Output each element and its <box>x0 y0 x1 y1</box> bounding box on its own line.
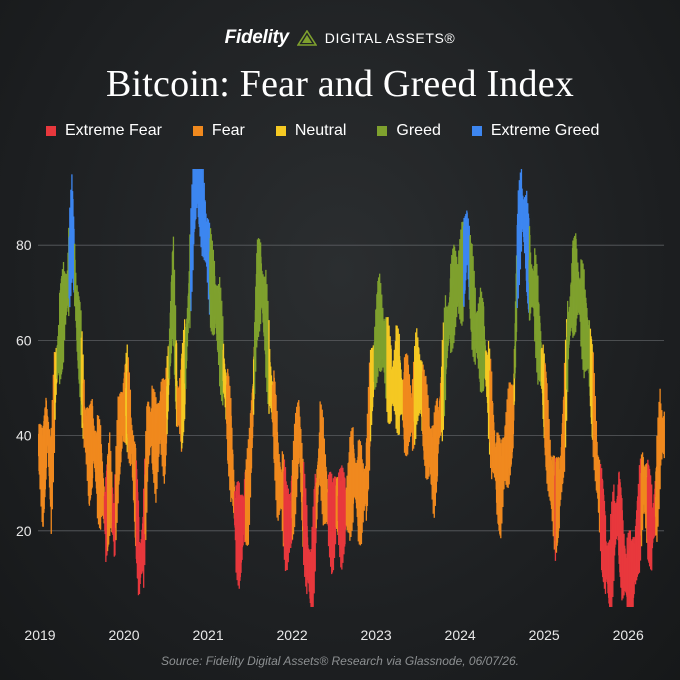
brand-header: Fidelity DIGITAL ASSETS® <box>0 27 680 49</box>
legend-swatch <box>377 126 388 136</box>
x-tick-label: 2024 <box>445 627 476 643</box>
brand-subtitle: DIGITAL ASSETS® <box>324 30 456 46</box>
brand-name: Fidelity <box>224 27 289 48</box>
chart-title: Bitcoin: Fear and Greed Index <box>106 63 574 105</box>
legend-swatch <box>46 126 56 136</box>
x-tick-label: 2019 <box>24 627 55 643</box>
legend-label: Extreme Fear <box>65 122 162 139</box>
legend-item-extreme-greed: Extreme Greed <box>471 122 600 140</box>
legend-label: Fear <box>211 122 245 139</box>
legend-swatch <box>192 126 203 136</box>
y-tick-label: 80 <box>16 237 32 253</box>
x-tick-label: 2021 <box>192 627 223 643</box>
legend-label: Extreme Greed <box>490 122 600 139</box>
index-bar <box>515 255 518 332</box>
y-tick-label: 40 <box>16 428 32 444</box>
y-tick-label: 20 <box>16 523 32 539</box>
x-tick-label: 2020 <box>108 627 139 643</box>
source-note: Source: Fidelity Digital Assets® Researc… <box>161 654 519 668</box>
legend-item-neutral: Neutral <box>275 122 347 140</box>
fidelity-pyramid-icon <box>296 30 317 46</box>
index-bar <box>663 411 665 459</box>
chart-legend: Extreme Fear Fear Neutral Greed Extreme … <box>46 122 646 140</box>
x-tick-label: 2025 <box>529 627 560 643</box>
legend-item-greed: Greed <box>377 122 441 140</box>
axis-labels: 20 40 60 80 2019 2020 2021 2022 2023 2024 2025 2026 <box>16 237 644 643</box>
x-tick-label: 2023 <box>361 627 392 643</box>
x-tick-label: 2022 <box>277 627 308 643</box>
legend-label: Greed <box>396 122 441 139</box>
index-bars <box>38 169 665 607</box>
legend-item-fear: Fear <box>192 122 245 140</box>
legend-swatch <box>275 126 286 136</box>
legend-label: Neutral <box>294 122 347 139</box>
x-tick-label: 2026 <box>613 627 644 643</box>
y-tick-label: 60 <box>16 332 32 348</box>
fear-greed-chart: 20 40 60 80 2019 2020 2021 2022 2023 2024 2025 2026 <box>16 169 665 643</box>
legend-swatch <box>471 126 482 136</box>
legend-item-extreme-fear: Extreme Fear <box>46 122 162 140</box>
